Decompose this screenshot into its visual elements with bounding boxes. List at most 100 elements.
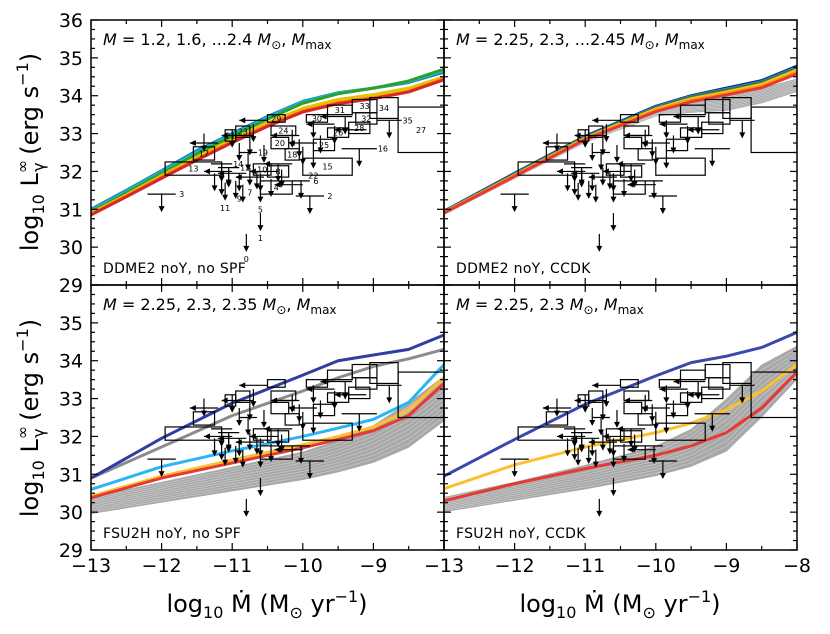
source-7-limit-head	[246, 179, 253, 186]
upper-limit-4-head	[250, 136, 257, 143]
source-0-limit-head	[596, 510, 603, 517]
y-tick-label: 29	[59, 540, 83, 562]
gray-band	[444, 345, 797, 513]
source-label-12: 12	[240, 164, 250, 173]
gray-model-line	[91, 416, 444, 513]
lum-limit-0-head	[574, 397, 581, 404]
series-line-gray-upper	[91, 347, 444, 480]
lum-limit-13-head	[556, 168, 563, 175]
upper-limit-19-head	[257, 185, 264, 192]
x-tick-label: −9	[359, 555, 387, 577]
panel-title-br: M = 2.25, 2.3 M⊙, Mmax	[456, 295, 644, 317]
source-33-box	[351, 363, 378, 379]
source-1-limit-head	[610, 490, 617, 497]
upper-limit-19-head	[610, 450, 617, 457]
panel-title-tr: M = 2.25, 2.3, ...2.45 M⊙, Mmax	[456, 30, 705, 52]
upper-limit-4-head	[603, 401, 610, 408]
gray-model-line	[91, 384, 444, 501]
source-20-box	[623, 401, 643, 415]
y-axis-label-bottom: log10 L∞γ (erg s−1)	[13, 319, 48, 517]
source-34-box	[722, 97, 752, 120]
lum-limit-10-head	[616, 160, 623, 167]
upper-limit-20-head	[268, 456, 275, 462]
lum-limit-10-head	[616, 425, 623, 432]
lum-limit-9-head	[627, 181, 634, 188]
lum-limit-13-head	[203, 433, 210, 440]
plot-area-bl	[91, 333, 444, 517]
upper-limit-9-head	[652, 423, 659, 430]
upper-limit-16-head	[232, 457, 239, 464]
panel-title-bl: M = 2.25, 2.3, 2.35 M⊙, Mmax	[103, 295, 337, 317]
upper-limit-1-head	[582, 406, 589, 413]
x-tick-label: −11	[565, 555, 605, 577]
source-28-box	[701, 121, 724, 135]
source-3-limit-head	[158, 471, 165, 478]
source-29-box	[266, 114, 286, 123]
source-10-box	[252, 163, 272, 176]
panel-label-bl: FSU2H noY, no SPF	[103, 526, 241, 542]
source-label-33: 33	[359, 102, 369, 111]
source-label-32: 32	[361, 114, 371, 123]
y-tick-label: 31	[59, 464, 83, 486]
gray-model-line	[91, 393, 444, 505]
source-1-limit-head	[257, 225, 264, 232]
panel-title-tl: M = 1.2, 1.6, ...2.4 M⊙, Mmax	[103, 30, 331, 52]
gray-model-line	[444, 355, 797, 502]
x-tick-label: −12	[142, 555, 182, 577]
upper-limit-17-head	[592, 196, 599, 203]
ticks	[443, 284, 798, 551]
upper-limit-13-head	[211, 450, 218, 457]
source-18-box	[637, 148, 653, 161]
lum-limit-7-head	[588, 174, 595, 181]
y-tick-label: 30	[59, 502, 83, 524]
source-label-20: 20	[275, 139, 285, 148]
source-35-limit-head	[386, 397, 393, 404]
lum-limit-13-head	[556, 433, 563, 440]
lum-limit-12-head	[641, 405, 648, 412]
series-line-Mmax	[91, 78, 444, 217]
lum-limit-7-head	[235, 439, 242, 446]
upper-limit-18-head	[253, 448, 260, 455]
upper-limit-5-head	[260, 421, 267, 428]
source-0-limit-head	[596, 245, 603, 252]
upper-limit-15-head	[578, 181, 585, 188]
gray-model-line	[91, 407, 444, 510]
source-3-limit-head	[511, 471, 518, 478]
source-label-0: 0	[244, 255, 249, 264]
upper-limit-11-head	[684, 138, 691, 144]
lum-limit-5-head	[189, 140, 196, 147]
lum-limit-7-head	[588, 439, 595, 446]
gray-model-line	[444, 365, 797, 507]
source-19-limit-head	[245, 164, 252, 171]
source-10-box	[605, 428, 625, 441]
upper-limit-13-head	[564, 185, 571, 192]
upper-limit-14-head	[571, 454, 578, 461]
source-label-14: 14	[233, 160, 243, 169]
x-tick-label: −11	[212, 555, 252, 577]
upper-limit-13-head	[211, 185, 218, 192]
lum-limit-3-head	[687, 126, 694, 133]
x-axis-label-right: log10 Ṁ (M⊙ yr−1)	[519, 587, 720, 622]
source-15-box	[302, 157, 353, 176]
source-30-box	[305, 114, 329, 123]
lum-limit-10-head	[263, 425, 270, 432]
upper-limit-0-head	[553, 145, 560, 152]
upper-limit-16-head	[585, 192, 592, 199]
x-tick-label: −13	[71, 555, 111, 577]
upper-limit-9-head	[299, 423, 306, 430]
upper-limit-6-head	[275, 440, 282, 447]
upper-limit-22-head	[317, 147, 324, 154]
x-axis-label: log10 Ṁ (M⊙ yr−1)	[166, 587, 367, 622]
upper-limit-5-head	[613, 421, 620, 428]
y-tick-label: 32	[59, 161, 83, 183]
x-tick-label: −13	[424, 555, 464, 577]
series-line-Mmax	[444, 371, 797, 503]
upper-limit-0-head	[200, 410, 207, 417]
y-tick-label: 32	[59, 426, 83, 448]
upper-limit-18-head	[606, 183, 613, 190]
upper-limit-3-head	[599, 149, 606, 156]
lum-limit-1-head	[592, 382, 599, 389]
panel-label-br: FSU2H noY, CCDK	[456, 526, 586, 542]
source-9-limit-head	[236, 450, 243, 457]
